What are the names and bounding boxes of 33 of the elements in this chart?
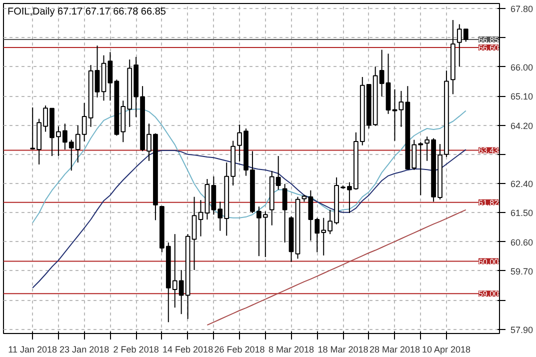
candlestick — [94, 45, 100, 98]
ref-line-label: 59.00 — [478, 290, 500, 299]
candlestick — [392, 88, 398, 142]
y-tick-label: 60.60 — [510, 237, 534, 248]
x-tick-label: 23 Jan 2018 — [60, 344, 110, 354]
ref-line-label: 66.85 — [478, 35, 500, 44]
y-tick-label: 57.90 — [510, 324, 534, 335]
x-tick-label: 8 Mar 2018 — [268, 344, 314, 354]
candlestick — [192, 196, 197, 271]
y-tick-label: 61.50 — [510, 208, 534, 218]
x-tick-label: 10 Apr 2018 — [422, 344, 470, 354]
line-series — [32, 149, 466, 288]
line-series — [32, 108, 466, 224]
y-tick-label: 65.10 — [510, 92, 534, 102]
x-tick-label: 26 Feb 2018 — [214, 344, 265, 354]
y-tick-label: 66.00 — [510, 62, 534, 72]
line-series — [206, 209, 466, 326]
y-tick-label: 67.80 — [510, 4, 534, 14]
y-tick-label: 64.20 — [510, 120, 534, 131]
candlestick — [198, 200, 204, 237]
ref-line-label: 60.00 — [478, 257, 500, 266]
ref-line-label: 61.82 — [478, 198, 500, 208]
ref-line-label: 63.43 — [478, 146, 500, 156]
x-tick-label: 28 Mar 2018 — [369, 344, 420, 354]
chart-title: FOIL,Daily 67.17 67.17 66.78 66.85 — [8, 6, 166, 18]
x-tick-label: 18 Mar 2018 — [318, 344, 368, 354]
y-tick-label: 62.40 — [510, 179, 534, 190]
x-tick-label: 2 Feb 2018 — [113, 344, 159, 354]
y-tick-label: 59.70 — [510, 266, 534, 276]
x-tick-label: 14 Feb 2018 — [162, 344, 214, 354]
x-tick-label: 11 Jan 2018 — [8, 344, 58, 354]
ref-line-label: 66.60 — [478, 44, 500, 53]
candlestick — [282, 183, 288, 243]
